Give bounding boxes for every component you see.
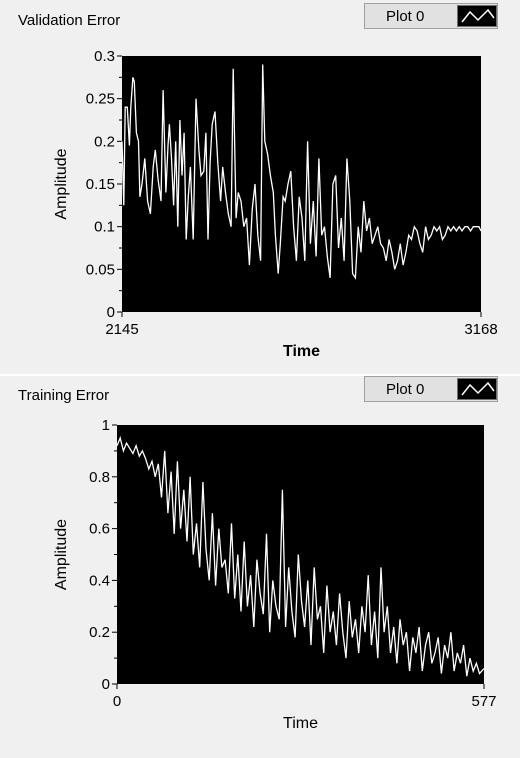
training-legend-swatch [457,378,497,400]
training-error-panel: Training Error Plot 0 0 0.2 0.4 0.6 0.8 1 0 577… [3,376,517,755]
x-tick-label: 0 [113,693,121,710]
y-tick-label: 1 [102,417,110,434]
y-tick-label: 0.2 [89,624,110,641]
panel-divider [0,374,520,376]
y-tick-label: 0.6 [89,521,110,538]
series-line [121,64,482,280]
plot-line-icon [461,8,495,23]
y-tick-label: 0 [107,304,115,321]
x-axis-label: Time [283,715,318,732]
y-tick-label: 0.05 [86,261,115,278]
x-tick-label: 3168 [464,321,497,338]
series-line [116,435,485,677]
plot-background [122,56,481,312]
y-axis-label: Amplitude [53,519,70,590]
x-tick-label: 577 [471,693,496,710]
validation-error-title: Validation Error [18,12,121,29]
y-tick-label: 0.8 [89,469,110,486]
y-tick-label: 0.3 [94,48,115,65]
training-error-title: Training Error [18,387,110,404]
training-legend[interactable]: Plot 0 [364,376,498,402]
y-tick-label: 0.1 [94,219,115,236]
validation-error-panel: Validation Error Plot 0 0 0.05 0.1 0.15 0.2 0… [3,0,517,376]
y-tick-label: 0.15 [86,176,115,193]
y-axis-label: Amplitude [53,148,70,219]
validation-legend[interactable]: Plot 0 [364,3,498,29]
y-tick-label: 0.25 [86,91,115,108]
validation-legend-label: Plot 0 [386,7,425,25]
validation-legend-swatch [457,5,497,27]
training-legend-label: Plot 0 [386,380,425,398]
plot-line-icon [461,381,495,396]
y-tick-label: 0.2 [94,133,115,150]
y-tick-label: 0 [102,676,110,693]
plot-background [117,425,484,684]
x-tick-label: 2145 [105,321,138,338]
x-axis-label: Time [283,343,320,360]
validation-chart: 0 0.05 0.1 0.15 0.2 0.25 0.3 2145 3168 Time Amplit… [53,48,498,360]
training-chart: 0 0.2 0.4 0.6 0.8 1 0 577 Time Amplitude [53,417,497,732]
y-tick-label: 0.4 [89,572,110,589]
